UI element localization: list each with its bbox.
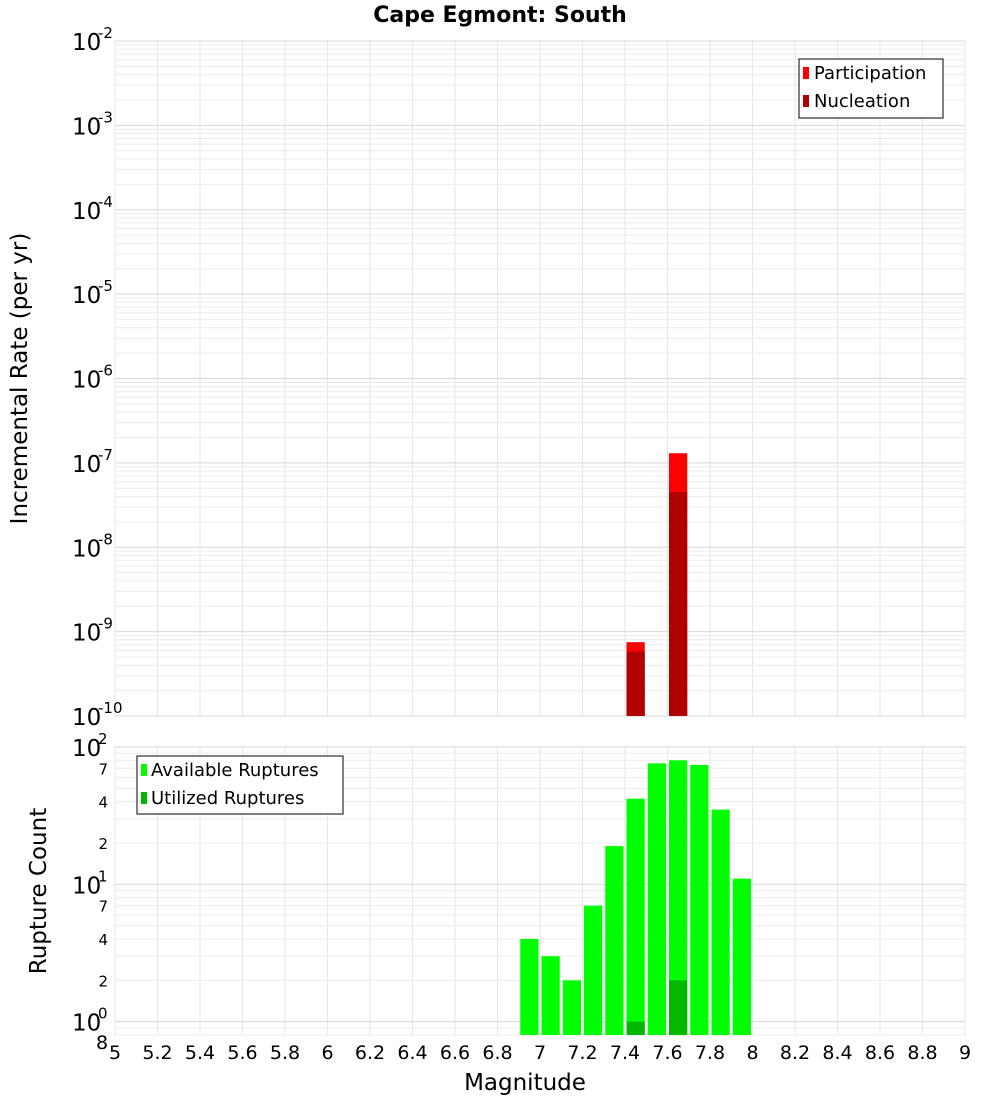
y-tick-exponent: -3 <box>98 108 113 126</box>
top-grid <box>114 40 966 717</box>
x-tick-label: 7.6 <box>652 1042 682 1064</box>
y-tick-exponent: -6 <box>98 362 113 380</box>
available-ruptures-bar <box>669 760 688 1035</box>
x-tick-label: 8.4 <box>822 1042 852 1064</box>
x-tick-label: 5.8 <box>270 1042 300 1064</box>
y-minor-tick-label: 7 <box>98 760 108 778</box>
x-tick-label: 7.2 <box>567 1042 597 1064</box>
top-legend-box <box>798 58 944 119</box>
x-ticks: 5 5.2 5.4 5.6 5.8 6 6.2 6.4 6.6 6.8 7 7.2 7.4 7.6 7.8 8… <box>109 1042 971 1064</box>
available-ruptures-bar <box>562 980 581 1035</box>
x-tick-label: 9 <box>959 1042 971 1064</box>
x-tick-label: 8.6 <box>865 1042 895 1064</box>
available-ruptures-bar <box>520 939 539 1035</box>
x-tick-label: 7.8 <box>695 1042 725 1064</box>
available-ruptures-bar <box>647 763 666 1035</box>
x-tick-label: 6.8 <box>482 1042 512 1064</box>
y-tick-exponent: -5 <box>98 277 113 295</box>
y-tick-label: 10 <box>72 283 101 309</box>
bottom-bars <box>520 760 751 1035</box>
bottom-legend: Available Ruptures Utilized Ruptures <box>136 755 344 815</box>
legend-label-nucleation: Nucleation <box>814 91 910 112</box>
x-tick-label: 5.4 <box>185 1042 215 1064</box>
top-y-axis-label: Incremental Rate (per yr) <box>7 233 33 525</box>
y-tick-exponent: -10 <box>98 699 123 717</box>
y-minor-tick-label: 2 <box>98 835 108 853</box>
legend-swatch-nucleation <box>803 95 809 107</box>
x-tick-label: 6 <box>321 1042 333 1064</box>
y-minor-tick-label: 2 <box>98 972 108 990</box>
y-tick-exponent: -7 <box>98 446 113 464</box>
x-tick-label: 7 <box>534 1042 546 1064</box>
y-tick-label: 10 <box>72 452 101 478</box>
x-tick-label: 8.8 <box>907 1042 937 1064</box>
legend-label-participation: Participation <box>814 63 926 84</box>
legend-label-available-ruptures: Available Ruptures <box>151 760 319 781</box>
available-ruptures-bar <box>541 956 560 1035</box>
legend-swatch-participation <box>803 67 809 79</box>
x-axis-label: Magnitude <box>464 1070 586 1096</box>
available-ruptures-bar <box>711 809 730 1035</box>
y-tick-exponent: -4 <box>98 193 113 211</box>
y-tick-exponent: -9 <box>98 615 113 633</box>
y-minor-tick-label: 4 <box>98 931 108 949</box>
x-tick-label: 5 <box>109 1042 121 1064</box>
y-tick-label: 10 <box>72 705 101 731</box>
y-minor-tick-label: 4 <box>98 794 108 812</box>
y-minor-tick-label: 7 <box>98 898 108 916</box>
available-ruptures-bar <box>584 905 603 1035</box>
bottom-y-axis-label: Rupture Count <box>26 808 52 974</box>
available-ruptures-bar <box>732 878 751 1035</box>
y-tick-exponent: 0 <box>98 1005 108 1023</box>
legend-swatch-utilized-ruptures <box>141 792 147 804</box>
top-bars <box>626 453 688 716</box>
legend-label-utilized-ruptures: Utilized Ruptures <box>151 788 304 809</box>
x-tick-label: 6.4 <box>397 1042 427 1064</box>
x-tick-label: 5.6 <box>227 1042 257 1064</box>
y-tick-label: 10 <box>72 1011 101 1037</box>
available-ruptures-bar <box>605 846 624 1035</box>
y-minor-tick-label: 8 <box>96 1032 108 1054</box>
available-ruptures-bar <box>690 764 709 1035</box>
nucleation-bar <box>626 651 645 716</box>
utilized-ruptures-bar <box>626 1021 645 1035</box>
x-tick-label: 5.2 <box>142 1042 172 1064</box>
top-legend: Participation Nucleation <box>798 58 944 119</box>
y-tick-label: 10 <box>72 736 101 762</box>
chart-title: Cape Egmont: South <box>373 3 627 28</box>
utilized-ruptures-bar <box>669 980 688 1035</box>
y-tick-label: 10 <box>72 368 101 394</box>
y-tick-exponent: -8 <box>98 530 113 548</box>
x-tick-label: 8 <box>746 1042 758 1064</box>
nucleation-bar <box>669 492 688 716</box>
x-tick-label: 7.4 <box>610 1042 640 1064</box>
bottom-legend-box <box>136 755 344 815</box>
x-tick-label: 6.2 <box>355 1042 385 1064</box>
available-ruptures-bar <box>626 798 645 1035</box>
x-tick-label: 8.2 <box>780 1042 810 1064</box>
legend-swatch-available-ruptures <box>141 764 147 776</box>
y-tick-label: 10 <box>72 114 101 140</box>
y-tick-label: 10 <box>72 873 101 899</box>
y-tick-label: 10 <box>72 621 101 647</box>
y-tick-label: 10 <box>72 536 101 562</box>
y-tick-exponent: 2 <box>98 730 108 748</box>
bottom-grid <box>114 746 966 1036</box>
y-tick-label: 10 <box>72 30 101 56</box>
y-tick-exponent: -2 <box>98 24 113 42</box>
x-tick-label: 6.6 <box>440 1042 470 1064</box>
y-tick-label: 10 <box>72 199 101 225</box>
y-tick-exponent: 1 <box>98 867 108 885</box>
